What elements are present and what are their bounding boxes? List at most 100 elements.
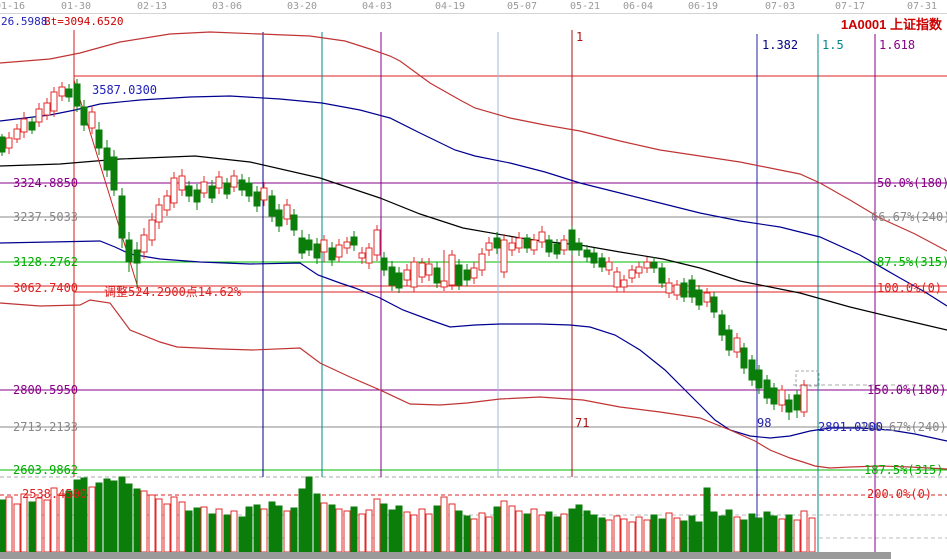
volume-bar (238, 516, 246, 553)
candle-body (613, 271, 621, 288)
volume-bar (793, 519, 801, 553)
time-axis: 01-16 01-30 02-13 03-06 03-20 04-03 04-19 05-07… (0, 0, 947, 14)
volume-bar (125, 483, 133, 553)
candle-body (538, 231, 546, 243)
volume-bar (275, 505, 283, 553)
volume-bar (778, 518, 786, 553)
candle-body (620, 279, 628, 288)
candle-body (440, 280, 448, 288)
candle-body (785, 399, 793, 413)
candle-body (598, 257, 606, 268)
volume-bar (658, 518, 666, 553)
volume-bar (200, 506, 208, 553)
candle-body (163, 195, 171, 211)
volume-bar (328, 504, 336, 553)
candle-body (388, 266, 396, 286)
volume-bar (95, 482, 103, 553)
volume-bar (605, 519, 613, 553)
volume-bar (155, 498, 163, 553)
volume-bar (208, 513, 216, 553)
date-label: 06-19 (687, 1, 719, 12)
date-label: 02-13 (136, 1, 168, 12)
volume-bar (395, 505, 403, 553)
candle-body (125, 239, 133, 263)
candle-body (770, 387, 778, 405)
candle-body (425, 263, 433, 276)
volume-bar (583, 510, 591, 553)
volume-bar (718, 515, 726, 553)
candle-body (680, 282, 688, 298)
volume-bar (763, 511, 771, 553)
candle-body (418, 262, 426, 278)
candle-body (703, 292, 711, 303)
selection-dash-box (795, 370, 820, 387)
volume-bar (650, 514, 658, 553)
candle-body (35, 108, 43, 123)
candle-body (710, 296, 718, 313)
volume-bar (665, 512, 673, 553)
volume-bar (710, 511, 718, 553)
candle-body (58, 86, 66, 97)
candle-body (755, 369, 763, 389)
candle-body (335, 244, 343, 258)
candle-body (253, 191, 261, 207)
volume-bar (478, 512, 486, 553)
red-upper-band (0, 31, 947, 252)
volume-bar (695, 521, 703, 553)
chart-annotation: 1 (576, 30, 584, 44)
volume-bar (800, 510, 808, 553)
price-level-label: 2713.2133 (13, 420, 79, 434)
volume-bar (433, 505, 441, 553)
volume-bar (88, 486, 96, 553)
volume-bar (553, 516, 561, 553)
fib-percent-label: 66.67%(240) (871, 210, 947, 224)
candle-body (13, 128, 21, 140)
volume-bar (388, 509, 396, 553)
volume-bar (260, 508, 268, 553)
fib-percent-label: 50.0%(180) (877, 176, 947, 190)
price-level-label: 3237.5033 (13, 210, 79, 224)
date-label: 07-03 (764, 1, 796, 12)
candle-body (373, 229, 381, 256)
volume-bar (568, 508, 576, 553)
candle-body (155, 204, 163, 223)
candle-body (65, 88, 73, 98)
candle-body (493, 237, 501, 249)
volume-bar (470, 518, 478, 553)
candle-body (688, 279, 696, 298)
date-label: 05-07 (506, 1, 538, 12)
date-label: 03-06 (211, 1, 243, 12)
volume-bar (5, 496, 13, 553)
candle-body (695, 289, 703, 306)
candle-body (650, 261, 658, 269)
symbol-title: 1A0001 上证指数 (840, 17, 942, 32)
candle-body (553, 243, 561, 255)
volume-bar (635, 516, 643, 553)
chart-annotation: 2891.0200 (818, 420, 884, 434)
candle-body (448, 254, 456, 286)
price-level-label: 3128.2762 (13, 255, 79, 269)
volume-bar (268, 501, 276, 553)
volume-bar (575, 504, 583, 553)
fib-percent-label: 150.0%(180) (867, 383, 947, 397)
candle-body (313, 243, 321, 259)
candle-body (193, 189, 201, 203)
volume-bar (350, 506, 358, 553)
volume-bar (440, 496, 448, 553)
candle-body (298, 237, 306, 254)
candle-body (365, 247, 373, 264)
volume-bar (215, 508, 223, 553)
candle-body (478, 253, 486, 271)
candle-body (725, 329, 733, 351)
candle-body (395, 272, 403, 289)
candle-body (343, 241, 351, 249)
candle-body (575, 242, 583, 251)
volume-bar (770, 515, 778, 553)
volume-bar (148, 494, 156, 553)
volume-bar (163, 503, 171, 553)
volume-bar (358, 513, 366, 553)
candle-body (740, 347, 748, 369)
date-label: 07-31 (906, 1, 938, 12)
fib-percent-label: 200.0%(0) (867, 487, 933, 501)
